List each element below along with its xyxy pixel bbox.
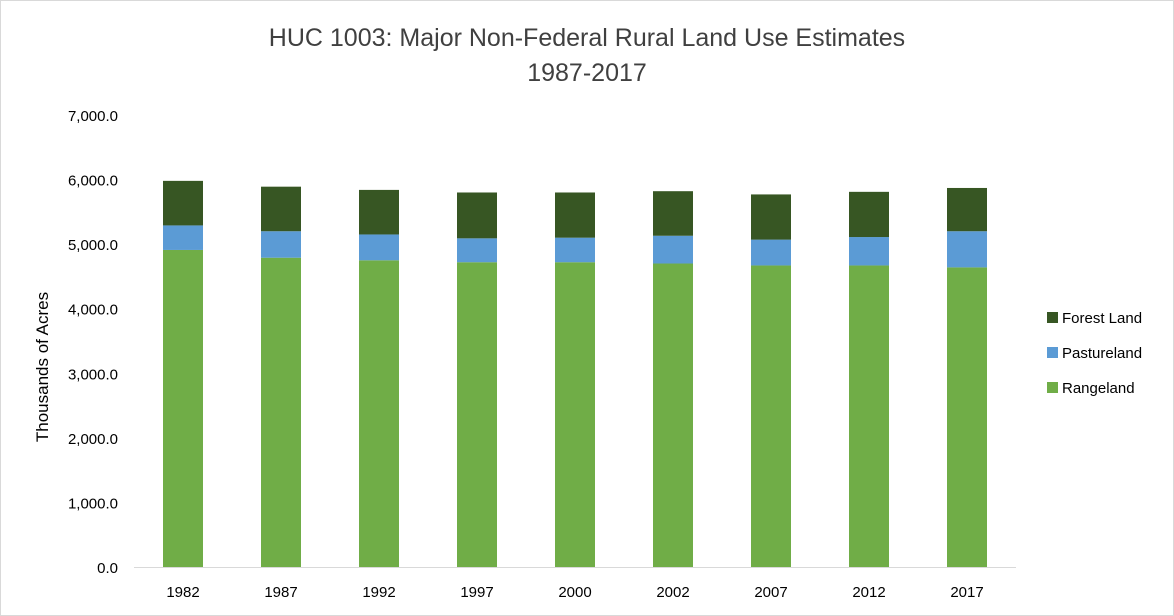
chart-title: HUC 1003: Major Non-Federal Rural Land U… (268, 24, 906, 52)
bar-rangeland-1992 (359, 260, 399, 567)
y-tick-label: 3,000.0 (68, 366, 118, 383)
bar-pastureland-2017 (947, 231, 987, 268)
bar-forest-land-2012 (849, 191, 889, 238)
bar-pastureland-2002 (653, 235, 693, 264)
bar-pastureland-1987 (261, 231, 301, 258)
y-tick-label: 5,000.0 (68, 237, 118, 254)
bar-rangeland-2007 (751, 265, 791, 567)
bar-forest-land-2000 (555, 192, 595, 238)
bar-pastureland-2012 (849, 237, 889, 266)
y-tick-label: 4,000.0 (68, 302, 118, 319)
y-tick-label: 0.0 (97, 560, 118, 577)
y-tick-label: 6,000.0 (68, 173, 118, 190)
legend-label: Rangeland (1062, 380, 1135, 397)
bar-forest-land-1982 (163, 180, 203, 226)
bar-rangeland-2017 (947, 267, 987, 567)
bar-forest-land-1997 (457, 192, 497, 239)
bar-forest-land-1992 (359, 189, 399, 235)
bar-pastureland-1982 (163, 225, 203, 250)
legend-swatch-rangeland (1047, 382, 1058, 393)
bar-rangeland-1997 (457, 262, 497, 567)
x-tick-label: 1992 (362, 584, 395, 601)
y-tick-label: 2,000.0 (68, 431, 118, 448)
x-tick-label: 2012 (852, 584, 885, 601)
bar-rangeland-2012 (849, 265, 889, 567)
x-tick-label: 2000 (558, 584, 591, 601)
y-tick-label: 1,000.0 (68, 495, 118, 512)
x-tick-label: 2007 (754, 584, 787, 601)
bar-forest-land-2002 (653, 191, 693, 236)
bar-rangeland-1987 (261, 257, 301, 567)
legend-swatch-pastureland (1047, 347, 1058, 358)
bar-rangeland-2000 (555, 262, 595, 567)
chart-subtitle: 1987-2017 (527, 59, 647, 87)
bar-forest-land-2017 (947, 187, 987, 232)
bar-rangeland-2002 (653, 263, 693, 567)
bar-forest-land-2007 (751, 194, 791, 240)
legend-swatch-forest-land (1047, 312, 1058, 323)
x-tick-label: 1997 (460, 584, 493, 601)
bar-forest-land-1987 (261, 186, 301, 232)
bar-pastureland-2007 (751, 239, 791, 266)
x-tick-label: 1982 (166, 584, 199, 601)
x-tick-label: 2017 (950, 584, 983, 601)
x-tick-label: 2002 (656, 584, 689, 601)
legend-label: Pastureland (1062, 345, 1142, 362)
legend-label: Forest Land (1062, 310, 1142, 327)
bar-pastureland-1992 (359, 234, 399, 261)
x-tick-label: 1987 (264, 584, 297, 601)
bar-rangeland-1982 (163, 249, 203, 567)
y-tick-label: 7,000.0 (68, 108, 118, 125)
bar-pastureland-1997 (457, 238, 497, 263)
bar-pastureland-2000 (555, 237, 595, 263)
